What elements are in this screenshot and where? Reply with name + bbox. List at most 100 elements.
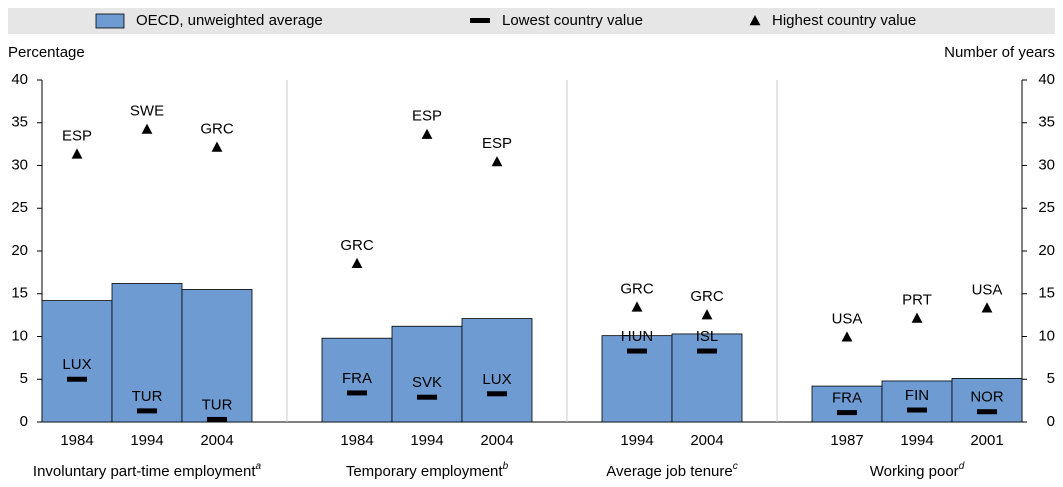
lowest-label: HUN <box>621 328 654 345</box>
y2-tick-label: 20 <box>1038 242 1055 259</box>
lowest-label: TUR <box>202 396 233 413</box>
highest-marker <box>211 141 223 152</box>
highest-label: PRT <box>902 292 932 309</box>
lowest-marker <box>907 407 927 413</box>
y2-tick-label: 10 <box>1038 327 1055 344</box>
lowest-marker <box>67 376 87 382</box>
highest-marker <box>841 331 853 342</box>
highest-marker <box>631 301 643 312</box>
lowest-label: TUR <box>132 388 163 405</box>
x-tick-label: 1994 <box>130 432 163 449</box>
y-tick-label: 15 <box>11 285 28 302</box>
highest-marker <box>351 257 363 269</box>
legend-label: Highest country value <box>772 12 916 29</box>
legend-swatch <box>95 13 125 29</box>
lowest-label: LUX <box>62 356 91 373</box>
y2-tick-label: 0 <box>1047 413 1055 430</box>
bar <box>881 380 953 423</box>
highest-label: USA <box>972 281 1003 298</box>
y2-axis-label: Number of years <box>944 44 1055 61</box>
x-tick-label: 1994 <box>410 432 443 449</box>
x-tick-label: 2001 <box>970 432 1003 449</box>
bar <box>811 385 883 423</box>
highest-label: USA <box>832 310 863 327</box>
group-note: b <box>503 461 509 472</box>
y2-tick-label: 25 <box>1038 199 1055 216</box>
bar <box>321 337 393 423</box>
lowest-label: SVK <box>412 374 442 391</box>
lowest-marker <box>487 391 507 397</box>
x-tick-label: 2004 <box>200 432 233 449</box>
y2-tick-label: 40 <box>1038 71 1055 88</box>
x-tick-label: 1984 <box>340 432 373 449</box>
y2-tick-label: 15 <box>1038 285 1055 302</box>
y-tick-label: 40 <box>11 71 28 88</box>
group-note: a <box>256 461 262 472</box>
lowest-label: LUX <box>482 371 511 388</box>
highest-label: ESP <box>412 108 442 125</box>
y2-tick-label: 30 <box>1038 156 1055 173</box>
x-tick-label: 1994 <box>620 432 653 449</box>
group-name: Average job tenure <box>606 463 732 480</box>
group-label: Involuntary part-time employmenta <box>33 461 262 480</box>
legend-swatch <box>470 18 490 23</box>
lowest-label: NOR <box>970 389 1004 406</box>
group-name: Working poor <box>870 463 959 480</box>
group-label: Temporary employmentb <box>346 461 509 480</box>
highest-label: GRC <box>340 237 374 254</box>
x-tick-label: 1994 <box>900 432 933 449</box>
highest-marker <box>981 302 993 313</box>
y-tick-label: 35 <box>11 114 28 131</box>
legend-background <box>8 8 1055 34</box>
x-tick-label: 1984 <box>60 432 93 449</box>
y-tick-label: 10 <box>11 327 28 344</box>
highest-label: ESP <box>62 127 92 144</box>
lowest-label: FIN <box>905 387 929 404</box>
lowest-marker <box>837 410 857 416</box>
y-tick-label: 30 <box>11 156 28 173</box>
y-tick-label: 20 <box>11 242 28 259</box>
group-note: c <box>733 461 738 472</box>
bar <box>41 300 113 423</box>
highest-marker <box>421 128 433 139</box>
y2-tick-label: 35 <box>1038 114 1055 131</box>
lowest-marker <box>137 408 157 414</box>
highest-marker <box>141 123 153 134</box>
highest-label: SWE <box>130 103 164 120</box>
lowest-marker <box>207 416 227 422</box>
group-name: Temporary employment <box>346 463 504 480</box>
lowest-label: FRA <box>832 390 862 407</box>
y2-tick-label: 5 <box>1047 370 1055 387</box>
bar <box>181 289 253 423</box>
bar <box>461 318 533 423</box>
highest-marker <box>701 309 713 320</box>
highest-marker <box>71 148 83 159</box>
x-tick-label: 2004 <box>480 432 513 449</box>
x-tick-label: 1987 <box>830 432 863 449</box>
highest-label: GRC <box>690 288 724 305</box>
group-label: Working poord <box>870 461 965 480</box>
lowest-marker <box>697 348 717 354</box>
bar <box>671 333 743 423</box>
y-tick-label: 0 <box>20 413 28 430</box>
lowest-marker <box>627 348 647 354</box>
group-note: d <box>959 461 965 472</box>
group-label: Average job tenurec <box>606 461 737 480</box>
y-tick-label: 5 <box>20 370 28 387</box>
y-tick-label: 25 <box>11 199 28 216</box>
legend-label: OECD, unweighted average <box>136 12 323 29</box>
lowest-marker <box>347 390 367 396</box>
bar <box>111 283 183 423</box>
legend-label: Lowest country value <box>502 12 643 29</box>
y-axis-label: Percentage <box>8 44 85 61</box>
group-name: Involuntary part-time employment <box>33 463 256 480</box>
lowest-marker <box>417 394 437 400</box>
lowest-label: FRA <box>342 370 372 387</box>
legend-swatch <box>749 15 761 26</box>
highest-label: GRC <box>200 121 234 138</box>
highest-marker <box>911 312 923 323</box>
x-tick-label: 2004 <box>690 432 723 449</box>
highest-marker <box>491 156 503 167</box>
highest-label: GRC <box>620 280 654 297</box>
